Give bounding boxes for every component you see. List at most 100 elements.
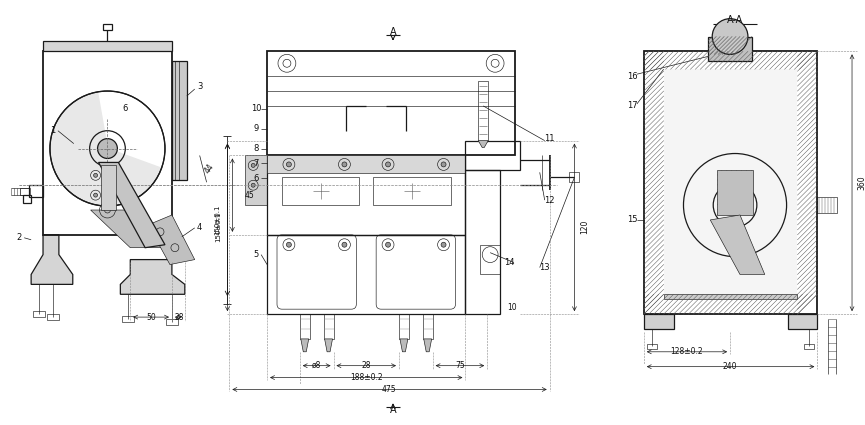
Text: 150±0.1: 150±0.1 [215,205,221,235]
Bar [647,344,657,349]
Bar [817,197,837,213]
Circle shape [727,197,743,213]
Text: 10: 10 [507,303,516,312]
Circle shape [93,173,98,177]
Bar [103,24,112,30]
Text: 14: 14 [503,258,515,267]
Text: 50: 50 [146,313,156,322]
Bar [644,314,674,329]
Bar [480,245,500,275]
Bar [465,170,500,314]
Text: 75: 75 [456,361,465,370]
Polygon shape [301,339,309,352]
Circle shape [251,183,255,187]
Circle shape [286,162,292,167]
Text: 3: 3 [197,82,202,91]
Bar [267,156,465,173]
Text: A: A [390,405,396,415]
Text: 6: 6 [123,105,128,113]
Text: 9: 9 [253,124,259,133]
Text: 2: 2 [16,233,22,242]
Circle shape [712,19,748,54]
Circle shape [441,242,446,247]
Bar [172,61,187,180]
Bar [33,311,45,317]
Bar [569,173,580,182]
Bar [246,156,267,205]
Text: 5: 5 [253,250,259,259]
Text: 44: 44 [203,162,216,175]
Bar [267,235,465,314]
Text: ø8: ø8 [312,361,321,370]
Circle shape [98,139,118,159]
Text: 128±0.2: 128±0.2 [670,347,702,356]
Circle shape [251,164,255,167]
Text: 12: 12 [544,196,554,204]
Bar [282,177,359,205]
Bar [23,195,31,203]
Bar [43,51,172,235]
Polygon shape [400,339,408,352]
Bar [644,51,817,314]
Bar [373,177,451,205]
Circle shape [105,207,111,213]
Text: 6: 6 [253,174,259,183]
Circle shape [342,242,347,247]
Text: 360: 360 [857,175,865,190]
Text: 13: 13 [540,263,550,272]
Bar [43,42,172,51]
Text: 475: 475 [381,385,396,394]
Circle shape [286,242,292,247]
Bar [663,69,798,294]
Text: 8: 8 [253,144,259,153]
Bar [122,316,134,322]
Text: 11: 11 [544,134,554,143]
Polygon shape [478,141,488,147]
Bar [324,314,334,339]
Text: 28: 28 [362,361,371,370]
Text: 1: 1 [50,126,55,135]
Bar [29,185,43,197]
Text: A-A: A-A [727,15,743,25]
Polygon shape [99,162,165,248]
Text: 15: 15 [626,215,638,224]
Bar [478,81,488,141]
Polygon shape [31,235,73,284]
Polygon shape [120,260,185,294]
Text: 16: 16 [626,72,638,81]
Bar [787,314,817,329]
Polygon shape [91,210,165,248]
Text: 7: 7 [253,159,259,168]
Polygon shape [148,215,195,264]
Text: 188±0.2: 188±0.2 [350,373,382,382]
Polygon shape [710,215,765,275]
Polygon shape [324,339,332,352]
Circle shape [93,193,98,197]
Bar [708,37,752,61]
Polygon shape [100,165,117,210]
Bar [267,51,515,156]
Polygon shape [50,92,162,206]
Polygon shape [717,170,753,215]
Bar [804,344,814,349]
Text: 120: 120 [580,220,589,234]
Text: 4: 4 [197,224,202,232]
Text: 17: 17 [626,102,638,111]
Circle shape [386,162,390,167]
Polygon shape [424,339,432,352]
Circle shape [111,173,114,177]
Circle shape [441,162,446,167]
Bar [166,319,178,325]
Text: 240: 240 [723,362,737,371]
Text: A: A [390,27,396,37]
Bar [20,188,30,195]
Text: 45: 45 [245,191,254,200]
Bar [465,141,520,170]
Bar [399,314,409,339]
Bar [267,156,465,235]
Text: 150±0.1: 150±0.1 [215,212,221,242]
Bar [663,294,798,299]
Text: 10: 10 [251,105,261,113]
Circle shape [342,162,347,167]
Bar [300,314,310,339]
